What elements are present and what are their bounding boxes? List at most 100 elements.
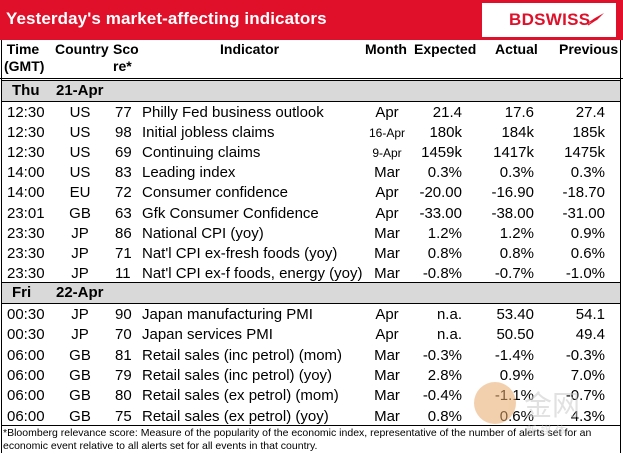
day-date: 21-Apr bbox=[56, 82, 104, 99]
cell-month: 9-Apr bbox=[372, 146, 402, 161]
cell-time: 14:00 bbox=[7, 184, 45, 202]
cell-indicator: Continuing claims bbox=[142, 144, 261, 162]
cell-previous: 54.1 bbox=[575, 306, 605, 323]
cell-score: 71 bbox=[115, 244, 132, 262]
day-header-fri: Fri 22-Apr bbox=[2, 282, 621, 304]
cell-actual: 0.3% bbox=[499, 164, 534, 182]
cell-time: 23:30 bbox=[7, 264, 45, 282]
header-time: Time (GMT) bbox=[4, 41, 45, 74]
cell-score: 75 bbox=[115, 407, 132, 425]
cell-expected: -0.8% bbox=[422, 264, 462, 282]
column-headers: Time (GMT) Country Sco re* Indicator Month… bbox=[0, 40, 623, 79]
cell-score: 77 bbox=[115, 104, 132, 121]
cell-country: GB bbox=[69, 366, 91, 384]
header-score: Sco re* bbox=[113, 41, 139, 74]
cell-expected: 0.8% bbox=[427, 407, 462, 425]
cell-actual: 1.2% bbox=[499, 224, 534, 242]
table-row: 06:00 GB 81 Retail sales (inc petrol) (mom)… bbox=[0, 345, 623, 365]
page-title: Yesterday's market-affecting indicators bbox=[6, 9, 327, 28]
cell-indicator: Philly Fed business outlook bbox=[142, 104, 324, 121]
table-row: 23:30 JP 71 Nat'l CPI ex-fresh foods (yoy) M… bbox=[0, 243, 623, 263]
cell-indicator: Retail sales (ex petrol) (yoy) bbox=[142, 407, 329, 425]
cell-expected: 1459k bbox=[421, 144, 462, 162]
cell-score: 11 bbox=[115, 264, 131, 282]
cell-country: US bbox=[69, 144, 91, 162]
cell-country: JP bbox=[71, 326, 89, 344]
cell-country: JP bbox=[71, 244, 89, 262]
cell-score: 80 bbox=[115, 387, 132, 405]
header-actual: Actual bbox=[495, 41, 538, 57]
cell-score: 79 bbox=[115, 366, 132, 384]
cell-expected: 2.8% bbox=[427, 366, 462, 384]
table-bottom-rule bbox=[2, 425, 621, 426]
cell-indicator: Japan services PMI bbox=[142, 326, 273, 344]
cell-expected: 21.4 bbox=[432, 104, 462, 121]
cell-previous: 7.0% bbox=[570, 366, 605, 384]
cell-indicator: Nat'l CPI ex-fresh foods (yoy) bbox=[142, 244, 338, 262]
logo-swoosh-icon bbox=[586, 13, 604, 26]
cell-previous: 27.4 bbox=[575, 104, 605, 121]
day-header-thu: Thu 21-Apr bbox=[2, 80, 621, 102]
table-row: 06:00 GB 80 Retail sales (ex petrol) (mom) M… bbox=[0, 385, 623, 405]
day-date: 22-Apr bbox=[56, 284, 104, 301]
cell-time: 12:30 bbox=[7, 104, 45, 121]
brand-logo: BDSWISS bbox=[482, 3, 616, 37]
cell-score: 70 bbox=[115, 326, 132, 344]
cell-previous: -1.0% bbox=[565, 264, 605, 282]
cell-month: Apr bbox=[375, 184, 399, 202]
cell-time: 06:00 bbox=[7, 346, 45, 364]
table-row: 06:00 GB 75 Retail sales (ex petrol) (yoy) M… bbox=[0, 406, 623, 426]
cell-score: 69 bbox=[115, 144, 132, 162]
cell-country: GB bbox=[69, 346, 91, 364]
cell-actual: 184k bbox=[501, 124, 534, 142]
cell-expected: 0.8% bbox=[427, 244, 462, 262]
table-row: 00:30 JP 70 Japan services PMI Apr n.a. 50.50 4… bbox=[0, 324, 623, 344]
table-row: 00:30 JP 90 Japan manufacturing PMI Apr n.a. 5… bbox=[0, 304, 623, 324]
cell-month: Mar bbox=[374, 387, 400, 405]
cell-score: 98 bbox=[115, 124, 132, 142]
cell-indicator: Retail sales (inc petrol) (yoy) bbox=[142, 366, 333, 384]
header-previous: Previous bbox=[559, 41, 619, 57]
cell-previous: -0.7% bbox=[565, 387, 605, 405]
cell-month: Apr bbox=[375, 326, 399, 344]
header-expected: Expected bbox=[414, 41, 477, 57]
cell-expected: 0.3% bbox=[427, 164, 462, 182]
cell-expected: -0.4% bbox=[422, 387, 462, 405]
cell-time: 00:30 bbox=[7, 326, 45, 344]
day-weekday: Thu bbox=[12, 82, 40, 99]
cell-actual: 0.8% bbox=[499, 244, 534, 262]
cell-actual: -1.4% bbox=[494, 346, 534, 364]
cell-previous: 0.6% bbox=[570, 244, 605, 262]
table-row: 23:01 GB 63 Gfk Consumer Confidence Apr -33.0… bbox=[0, 203, 623, 223]
cell-month: Mar bbox=[374, 264, 400, 282]
cell-actual: -38.00 bbox=[491, 204, 534, 222]
cell-indicator: Initial jobless claims bbox=[142, 124, 275, 142]
cell-indicator: Retail sales (ex petrol) (mom) bbox=[142, 387, 339, 405]
cell-month: Apr bbox=[375, 104, 399, 121]
cell-month: Mar bbox=[374, 164, 400, 182]
cell-indicator: Consumer confidence bbox=[142, 184, 288, 202]
table-row: 14:00 EU 72 Consumer confidence Apr -20.00 -16… bbox=[0, 182, 623, 202]
cell-expected: 180k bbox=[429, 124, 462, 142]
table-row: 23:30 JP 86 National CPI (yoy) Mar 1.2% 1.2% 0.… bbox=[0, 223, 623, 243]
cell-score: 86 bbox=[115, 224, 132, 242]
cell-indicator: Gfk Consumer Confidence bbox=[142, 204, 319, 222]
table-row: 06:00 GB 79 Retail sales (inc petrol) (yoy)… bbox=[0, 365, 623, 385]
cell-month: Mar bbox=[374, 244, 400, 262]
cell-score: 83 bbox=[115, 164, 132, 182]
cell-indicator: Japan manufacturing PMI bbox=[142, 306, 313, 323]
table-row: 12:30 US 69 Continuing claims 9-Apr 1459k 1417… bbox=[0, 142, 623, 162]
cell-expected: n.a. bbox=[436, 326, 462, 344]
cell-time: 23:01 bbox=[7, 204, 45, 222]
cell-actual: 0.9% bbox=[499, 366, 534, 384]
cell-expected: -33.00 bbox=[419, 204, 462, 222]
cell-country: EU bbox=[69, 184, 91, 202]
table-row: 14:00 US 83 Leading index Mar 0.3% 0.3% 0.3% bbox=[0, 162, 623, 182]
cell-time: 12:30 bbox=[7, 124, 45, 142]
cell-actual: -16.90 bbox=[491, 184, 534, 202]
day-weekday: Fri bbox=[12, 284, 32, 301]
cell-country: GB bbox=[69, 387, 91, 405]
cell-country: JP bbox=[71, 306, 89, 323]
cell-actual: 17.6 bbox=[504, 104, 534, 121]
cell-month: Apr bbox=[375, 306, 399, 323]
